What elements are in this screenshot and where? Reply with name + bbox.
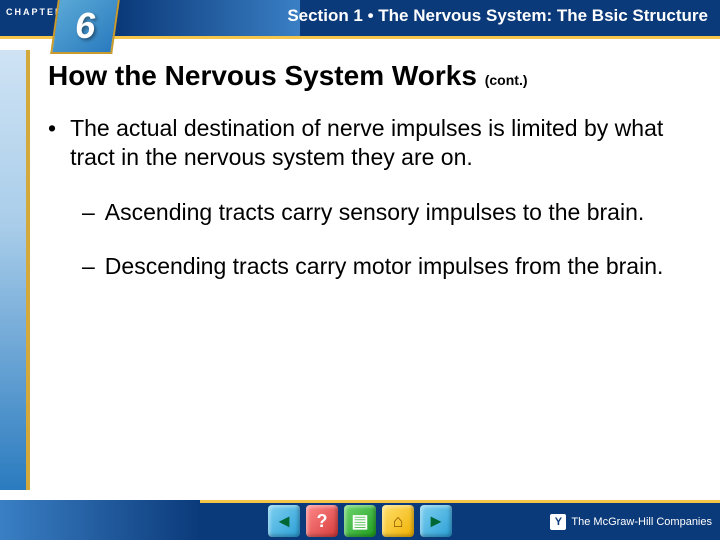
publisher-credit: Y The McGraw-Hill Companies (550, 514, 712, 530)
bullet-dash-icon: – (82, 198, 95, 227)
nav-forward-button[interactable]: ► (420, 505, 452, 537)
arrow-right-icon: ► (427, 511, 445, 532)
publisher-text: The McGraw-Hill Companies (571, 516, 712, 528)
left-stripe (0, 50, 26, 490)
bullet-level2: – Descending tracts carry motor impulses… (104, 252, 688, 281)
nav-home-button[interactable]: ⌂ (382, 505, 414, 537)
slide-title-text: How the Nervous System Works (48, 60, 477, 91)
question-icon: ? (317, 511, 328, 532)
left-gold-stripe (26, 50, 30, 490)
publisher-logo-icon: Y (550, 514, 566, 530)
slide-title: How the Nervous System Works (cont.) (48, 60, 688, 92)
bullet-l1-text: The actual destination of nerve impulses… (70, 114, 688, 172)
section-label: Section 1 • The Nervous System: The Bsic… (287, 6, 708, 26)
nav-back-button[interactable]: ◄ (268, 505, 300, 537)
arrow-left-icon: ◄ (275, 511, 293, 532)
bullet-dot-icon: • (48, 114, 56, 172)
home-icon: ⌂ (393, 511, 404, 532)
bullet-level2: – Ascending tracts carry sensory impulse… (104, 198, 688, 227)
bullet-level1: • The actual destination of nerve impuls… (66, 114, 688, 172)
chapter-badge: 6 (50, 0, 120, 54)
bottombar-gradient (0, 500, 200, 540)
slide-title-cont: (cont.) (485, 72, 528, 88)
bullet-l2-text: Ascending tracts carry sensory impulses … (105, 198, 644, 227)
nav-icon-group: ◄ ? ▤ ⌂ ► (268, 505, 452, 537)
bullet-dash-icon: – (82, 252, 95, 281)
nav-contents-button[interactable]: ▤ (344, 505, 376, 537)
chapter-number: 6 (75, 5, 95, 47)
slide-content: How the Nervous System Works (cont.) • T… (48, 60, 688, 307)
bullet-l2-text: Descending tracts carry motor impulses f… (105, 252, 664, 281)
topbar-gradient (120, 0, 300, 36)
bottom-bar: ◄ ? ▤ ⌂ ► Y The McGraw-Hill Companies (0, 500, 720, 540)
nav-help-button[interactable]: ? (306, 505, 338, 537)
book-icon: ▤ (351, 511, 368, 532)
